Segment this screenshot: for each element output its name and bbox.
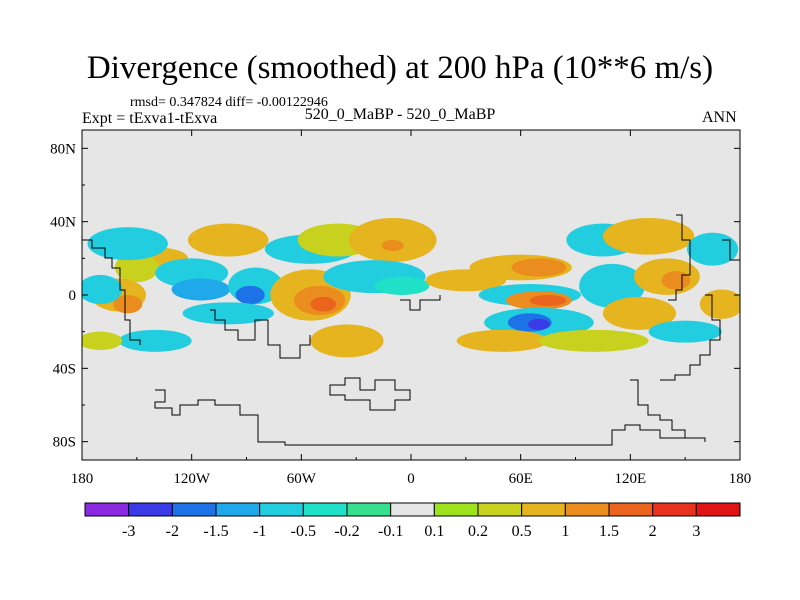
- field-feature-38: [686, 232, 739, 266]
- field-feature-18: [381, 240, 404, 251]
- experiment-label: Expt = tExva1-tExva: [82, 110, 218, 127]
- lon-label: 120E: [614, 471, 646, 487]
- colorbar-swatch: [84, 502, 130, 517]
- coastline-asia-east: [668, 214, 691, 301]
- field-feature-5: [113, 295, 143, 314]
- field-feature-31: [456, 329, 549, 352]
- colorbar-swatch: [477, 502, 523, 517]
- field-feature-14: [310, 296, 337, 312]
- field-feature-43: [648, 320, 722, 343]
- coastline-weddell: [329, 377, 411, 411]
- field-feature-8: [188, 223, 269, 257]
- field-feature-36: [661, 271, 691, 290]
- colorbar-label: -0.1: [378, 523, 403, 540]
- field-feature-21: [310, 324, 384, 358]
- field-feature-41: [118, 329, 192, 352]
- field-feature-3: [171, 278, 231, 301]
- colorbar-label: -1.5: [203, 523, 228, 540]
- colorbar-swatch: [346, 502, 392, 517]
- field-feature-11: [182, 302, 274, 325]
- colorbar-label: 0.5: [512, 523, 532, 540]
- colorbar-swatch: [652, 502, 697, 517]
- field-feature-40: [538, 329, 649, 352]
- lon-label: 180: [71, 471, 94, 487]
- stats-text: rmsd= 0.347824 diff= -0.00122946: [130, 95, 328, 110]
- lat-label: 80N: [50, 141, 76, 157]
- field-feature-24: [511, 258, 567, 277]
- coastline-north-america: [82, 239, 141, 345]
- lat-label: 40N: [50, 215, 76, 231]
- season-label: ANN: [702, 109, 737, 126]
- colorbar-label: -3: [122, 523, 135, 540]
- field-feature-33: [579, 263, 645, 308]
- chart-title: Divergence (smoothed) at 200 hPa (10**6 …: [86, 50, 714, 86]
- field-layer: [82, 218, 740, 358]
- field-feature-7: [87, 227, 168, 261]
- lat-label: 40S: [53, 361, 76, 377]
- colorbar-swatch: [259, 502, 304, 517]
- colorbar-swatch: [433, 502, 479, 517]
- colorbar-swatch: [215, 502, 261, 517]
- coastline-pacific-islands: [660, 294, 721, 381]
- field-feature-6: [82, 274, 123, 305]
- colorbar-swatch: [695, 502, 741, 517]
- field-feature-39: [699, 289, 740, 319]
- lon-label: 0: [407, 471, 415, 487]
- colorbar-swatch: [521, 502, 566, 517]
- colorbar-label: 1.5: [599, 523, 619, 540]
- lon-label: 180: [729, 471, 752, 487]
- field-feature-27: [529, 295, 567, 306]
- colorbar-swatch: [302, 502, 348, 517]
- colorbar-swatch: [564, 502, 610, 517]
- field-feature-34: [602, 218, 695, 255]
- latitude-axis: 80N 40N 0 40S 80S: [50, 141, 740, 451]
- colorbar-label: 0.1: [424, 523, 444, 540]
- longitude-axis: 180 120W 60W 0 60E 120E 180: [71, 130, 752, 487]
- colorbar-label: -1: [253, 523, 266, 540]
- field-feature-1: [114, 252, 159, 283]
- lat-label: 0: [69, 288, 77, 304]
- coastline-layer: [82, 214, 740, 446]
- coastline-africa: [400, 295, 441, 311]
- colorbar-label: 3: [692, 523, 700, 540]
- field-feature-30: [527, 318, 550, 330]
- lon-label: 60W: [287, 471, 317, 487]
- lon-label: 120W: [173, 471, 211, 487]
- colorbar-label: -2: [166, 523, 179, 540]
- case-label: 520_0_MaBP - 520_0_MaBP: [304, 106, 496, 123]
- field-feature-42: [82, 331, 123, 350]
- field-feature-10: [235, 285, 265, 305]
- field-feature-37: [602, 296, 677, 330]
- field-feature-20: [374, 276, 430, 296]
- colorbar-label: 1: [561, 523, 569, 540]
- colorbar: -3 -2 -1.5 -1 -0.5 -0.2 -0.1 0.1 0.2 0.5 1 1.5 2 3: [84, 502, 741, 540]
- colorbar-swatch: [390, 502, 435, 517]
- colorbar-swatch: [171, 502, 217, 517]
- lat-label: 80S: [53, 435, 76, 451]
- coastline-east-pacific: [722, 239, 740, 261]
- colorbar-label: 2: [649, 523, 657, 540]
- colorbar-label: -0.2: [334, 523, 359, 540]
- colorbar-label: -0.5: [291, 523, 316, 540]
- colorbar-swatch: [608, 502, 654, 517]
- coastline-antarctica: [154, 389, 685, 446]
- colorbar-label: 0.2: [468, 523, 488, 540]
- lon-label: 60E: [509, 471, 533, 487]
- colorbar-swatch: [128, 502, 173, 517]
- coastline-south-america: [210, 309, 311, 359]
